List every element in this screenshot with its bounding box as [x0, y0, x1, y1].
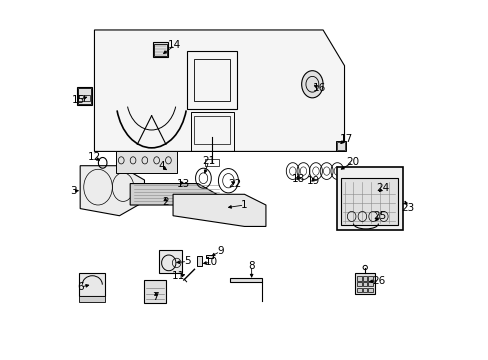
- Bar: [144, 280, 165, 303]
- Bar: [197, 256, 202, 266]
- Bar: [354, 273, 374, 294]
- Text: 5: 5: [183, 256, 190, 266]
- Bar: [362, 276, 366, 281]
- Ellipse shape: [301, 71, 323, 98]
- Bar: [154, 44, 166, 56]
- Bar: [367, 282, 372, 287]
- Polygon shape: [173, 194, 265, 226]
- Text: 3: 3: [70, 186, 76, 196]
- Text: 10: 10: [204, 257, 218, 267]
- Bar: [190, 112, 233, 152]
- Bar: [116, 152, 176, 173]
- Bar: [356, 282, 361, 287]
- Text: 2: 2: [162, 197, 168, 207]
- Text: 11: 11: [172, 271, 185, 282]
- Bar: [78, 95, 83, 102]
- Text: 14: 14: [168, 40, 181, 50]
- Bar: [337, 167, 403, 230]
- Text: 22: 22: [228, 179, 241, 189]
- Polygon shape: [130, 184, 223, 219]
- Bar: [194, 59, 230, 102]
- Bar: [153, 42, 167, 57]
- Text: 4: 4: [158, 161, 164, 171]
- Text: 13: 13: [176, 179, 189, 189]
- Bar: [336, 142, 345, 150]
- Polygon shape: [80, 166, 144, 216]
- Text: 17: 17: [339, 134, 352, 144]
- Bar: [367, 276, 372, 281]
- Text: 24: 24: [376, 183, 389, 193]
- Bar: [187, 51, 237, 109]
- Text: 7: 7: [152, 292, 159, 302]
- Bar: [335, 141, 346, 152]
- Bar: [356, 276, 361, 281]
- Bar: [230, 278, 262, 282]
- Bar: [362, 288, 366, 292]
- Text: 9: 9: [217, 247, 223, 256]
- Text: 15: 15: [72, 95, 85, 105]
- Text: 21: 21: [202, 157, 215, 166]
- Text: 25: 25: [373, 211, 386, 221]
- Text: 16: 16: [312, 83, 325, 93]
- Bar: [77, 87, 91, 105]
- Polygon shape: [80, 273, 105, 296]
- Bar: [340, 178, 397, 225]
- Text: 1: 1: [241, 200, 247, 210]
- Text: 6: 6: [77, 282, 83, 292]
- Bar: [362, 282, 366, 287]
- Text: 19: 19: [306, 176, 319, 186]
- Bar: [194, 116, 230, 144]
- Text: 18: 18: [291, 174, 304, 184]
- Bar: [367, 288, 372, 292]
- Bar: [80, 296, 105, 302]
- Bar: [159, 249, 182, 273]
- Bar: [205, 158, 219, 166]
- Bar: [356, 288, 361, 292]
- Text: 20: 20: [346, 157, 359, 167]
- Bar: [206, 255, 213, 258]
- Bar: [84, 95, 90, 102]
- Text: 12: 12: [88, 153, 101, 162]
- Bar: [78, 88, 90, 104]
- Polygon shape: [94, 30, 344, 152]
- Text: 26: 26: [371, 276, 385, 286]
- Text: 23: 23: [401, 203, 414, 213]
- Text: 8: 8: [248, 261, 254, 271]
